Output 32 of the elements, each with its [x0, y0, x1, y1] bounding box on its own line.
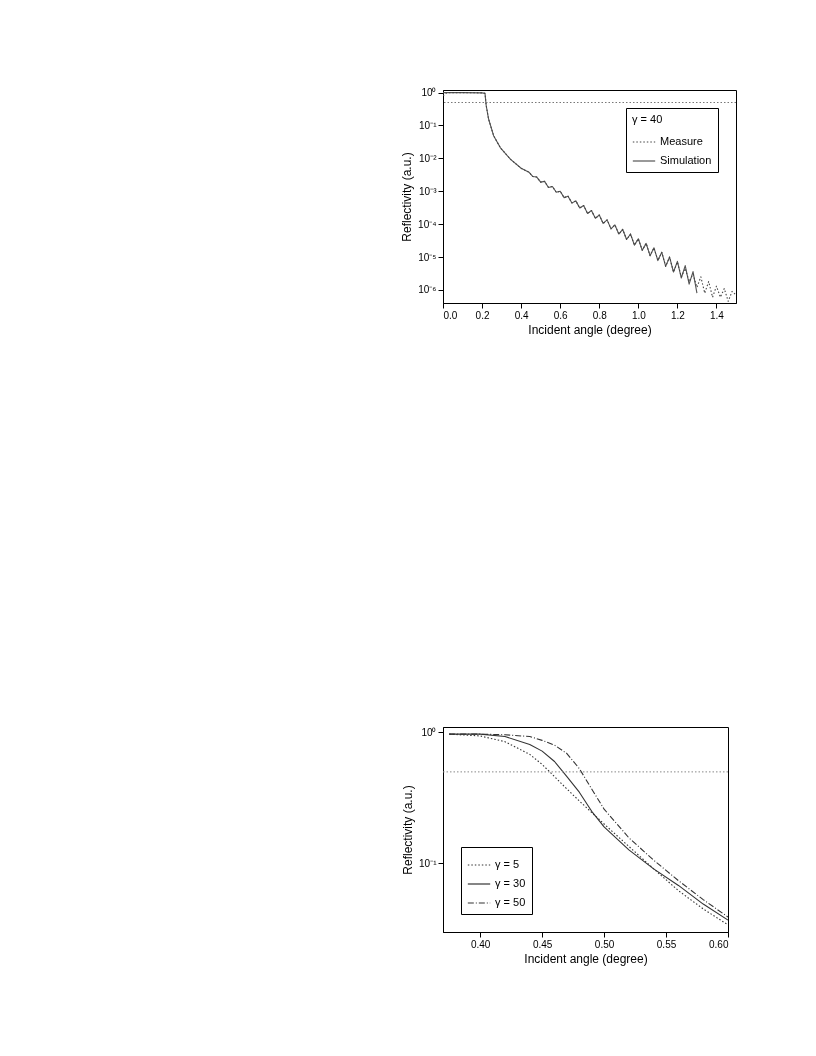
legend-title: γ = 40 — [632, 113, 663, 125]
y-tick-label: 10⁻¹ — [419, 857, 438, 869]
x-tick-label: 0.0 — [443, 309, 458, 321]
y-tick-label: 10⁻² — [419, 152, 438, 164]
legend-label: γ = 30 — [495, 877, 526, 889]
x-tick-label: 1.0 — [631, 309, 647, 321]
x-tick-label: 0.50 — [594, 938, 615, 950]
y-axis-title: Reflectivity (a.u.) — [401, 785, 416, 875]
x-tick-label: 0.6 — [553, 309, 569, 321]
legend-label: γ = 5 — [495, 858, 520, 870]
x-tick-label: 0.60 — [709, 938, 729, 950]
y-tick-label: 10⁻⁶ — [418, 284, 437, 296]
x-tick-label: 0.45 — [532, 938, 553, 950]
x-axis-title: Incident angle (degree) — [524, 951, 648, 966]
x-tick-label: 0.2 — [475, 309, 490, 321]
y-tick-label: 10⁰ — [421, 726, 437, 738]
x-tick-label: 0.8 — [592, 309, 608, 321]
x-axis-title: Incident angle (degree) — [528, 322, 652, 337]
legend-label: Simulation — [660, 154, 712, 166]
x-tick-label: 1.4 — [710, 309, 725, 321]
y-tick-label: 10⁰ — [421, 87, 437, 99]
y-tick-label: 10⁻¹ — [419, 119, 438, 131]
x-tick-label: 0.4 — [514, 309, 530, 321]
y-tick-label: 10⁻⁵ — [418, 251, 437, 263]
legend-label: Measure — [660, 135, 703, 147]
x-tick-label: 0.55 — [656, 938, 677, 950]
y-tick-label: 10⁻³ — [419, 185, 438, 197]
x-tick-label: 1.2 — [670, 309, 686, 321]
y-axis-title: Reflectivity (a.u.) — [400, 152, 415, 242]
y-tick-label: 10⁻⁴ — [418, 218, 437, 230]
x-tick-label: 0.40 — [470, 938, 491, 950]
legend-label: γ = 50 — [495, 896, 526, 908]
